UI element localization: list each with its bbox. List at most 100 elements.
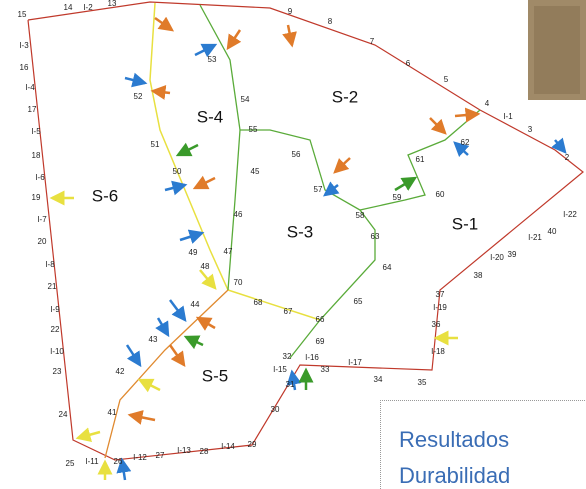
arrow — [124, 72, 148, 88]
point-label: I-8 — [45, 260, 55, 269]
arrow — [453, 141, 470, 157]
arrow — [175, 142, 199, 157]
point-label: 56 — [292, 150, 301, 159]
point-label: 29 — [248, 440, 257, 449]
point-label: 55 — [249, 125, 258, 134]
point-label: 38 — [474, 271, 483, 280]
outer-boundary — [27, 1, 584, 461]
point-label: I-14 — [221, 442, 235, 451]
arrow — [179, 229, 205, 244]
arrow — [155, 317, 170, 338]
point-label: 48 — [201, 262, 210, 271]
point-label: 54 — [241, 95, 250, 104]
green-line — [199, 4, 241, 291]
arrow — [282, 24, 297, 48]
point-label: 17 — [28, 105, 37, 114]
point-label: 27 — [156, 451, 165, 460]
point-label: 8 — [328, 17, 333, 26]
point-label: I-13 — [177, 446, 191, 455]
point-label: 62 — [461, 138, 470, 147]
point-label: I-9 — [50, 305, 60, 314]
point-label: 41 — [108, 408, 117, 417]
point-label: 49 — [189, 248, 198, 257]
point-label: 43 — [149, 335, 158, 344]
arrow — [429, 117, 447, 135]
point-label: 6 — [406, 59, 411, 68]
point-label: 23 — [53, 367, 62, 376]
footer-box: Resultados Durabilidad — [380, 400, 586, 489]
point-label: 63 — [371, 232, 380, 241]
point-label: 24 — [59, 410, 68, 419]
point-label: 39 — [508, 250, 517, 259]
point-label: 22 — [51, 325, 60, 334]
point-label: I-1 — [503, 112, 513, 121]
point-label: 30 — [271, 405, 280, 414]
point-label: I-6 — [35, 173, 45, 182]
arrow — [199, 269, 217, 290]
point-label: 42 — [116, 367, 125, 376]
point-label: 50 — [173, 167, 182, 176]
point-label: 18 — [32, 151, 41, 160]
point-label: I-19 — [433, 303, 447, 312]
point-label: 3 — [528, 125, 533, 134]
point-label: 59 — [393, 193, 402, 202]
point-label: 69 — [316, 337, 325, 346]
arrow — [169, 299, 187, 322]
point-label: 2 — [565, 153, 570, 162]
point-label: 35 — [418, 378, 427, 387]
sector-label: S-2 — [332, 87, 358, 106]
footer-title: Resultados — [399, 427, 510, 452]
point-label: I-15 — [273, 365, 287, 374]
sector-label: S-3 — [287, 222, 313, 241]
point-label: 65 — [354, 297, 363, 306]
green-line — [359, 109, 481, 211]
point-label: 28 — [200, 447, 209, 456]
arrow — [116, 457, 132, 481]
arrow — [323, 181, 340, 197]
sector-label: S-4 — [197, 107, 223, 126]
point-label: 51 — [151, 140, 160, 149]
point-label: I-4 — [25, 83, 35, 92]
point-label: 20 — [38, 237, 47, 246]
sector-label: S-5 — [202, 366, 228, 385]
point-label: I-3 — [19, 41, 29, 50]
sector-label: S-6 — [92, 186, 118, 205]
point-label: 7 — [370, 37, 375, 46]
point-label: I-21 — [528, 233, 542, 242]
point-label: I-11 — [85, 457, 99, 466]
point-label: 66 — [316, 315, 325, 324]
point-label: 33 — [321, 365, 330, 374]
arrow — [454, 107, 481, 123]
arrow — [333, 157, 351, 174]
arrow — [168, 344, 186, 368]
point-label: I-17 — [348, 358, 362, 367]
point-label: I-20 — [490, 253, 504, 262]
point-label: 37 — [436, 290, 445, 299]
point-label: 4 — [485, 99, 490, 108]
point-label: I-10 — [50, 347, 64, 356]
point-label: I-16 — [305, 353, 319, 362]
point-label: 9 — [288, 7, 293, 16]
point-label: 70 — [234, 278, 243, 287]
arrow — [195, 316, 216, 331]
arrow — [183, 335, 204, 350]
point-label: I-5 — [31, 127, 41, 136]
point-label: 52 — [134, 92, 143, 101]
point-label: I-22 — [563, 210, 577, 219]
yellow-line — [149, 2, 321, 321]
arrow — [194, 43, 218, 58]
point-label: I-2 — [83, 3, 93, 12]
arrow — [154, 16, 175, 32]
point-label: 21 — [48, 282, 57, 291]
arrow — [150, 85, 171, 100]
point-label: I-12 — [133, 453, 147, 462]
point-label: I-7 — [37, 215, 47, 224]
arrow — [394, 176, 418, 192]
point-label: 26 — [114, 457, 123, 466]
point-label: 16 — [20, 63, 29, 72]
point-label: 57 — [314, 185, 323, 194]
point-label: 58 — [356, 211, 365, 220]
arrow — [127, 410, 156, 425]
arrow — [551, 137, 567, 154]
